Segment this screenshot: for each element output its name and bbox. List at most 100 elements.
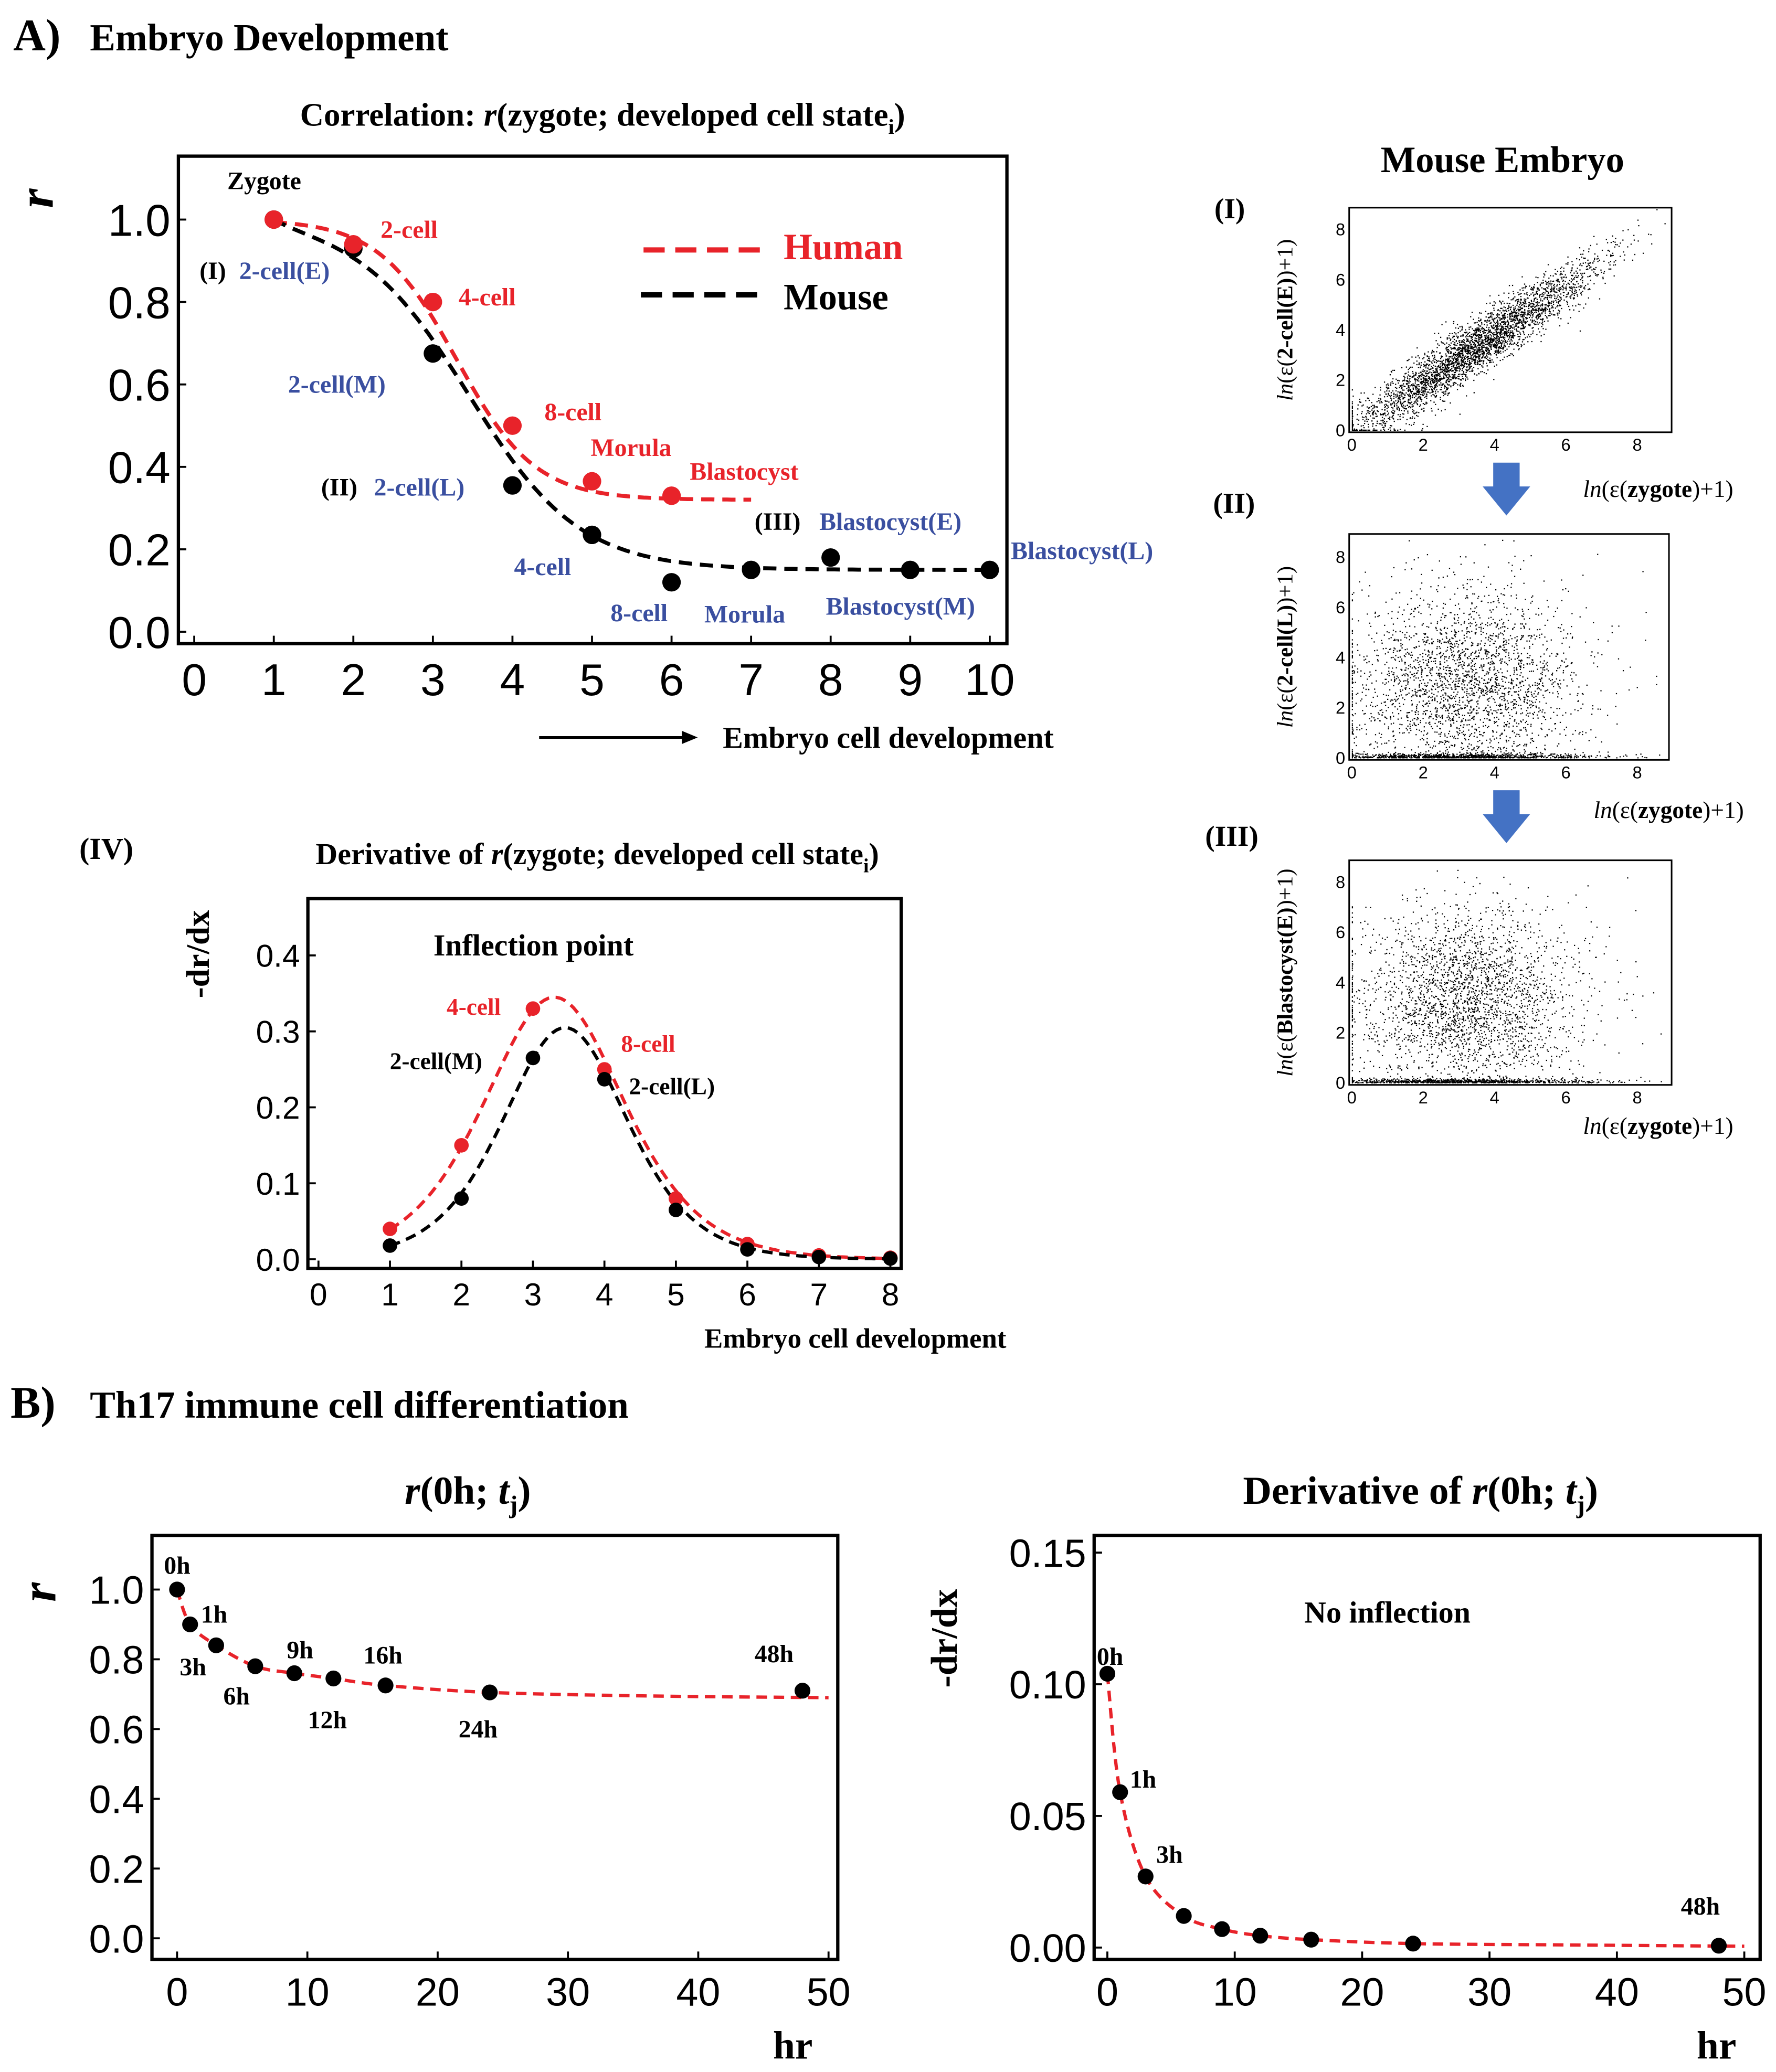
title-part: Derivative of [1243, 1469, 1472, 1513]
ylabel-part: (ε( [1273, 359, 1297, 383]
x-tick-label: 2 [1419, 763, 1428, 782]
th17-data-point [1099, 1665, 1116, 1682]
th17-correlation-title: r(0h; tj) [405, 1469, 531, 1519]
y-tick-label: 0.6 [89, 1708, 144, 1752]
stage-label: 1h [201, 1600, 228, 1628]
scatter-panel: (III)0 2 4 6 802468ln(ε(zygote)+1)ln(ε(Blast… [1205, 820, 1733, 1139]
human-data-point [669, 1191, 683, 1206]
title-part: ) [869, 837, 879, 871]
mouse-data-point [383, 1238, 397, 1253]
title-part: (zygote; developed cell state [496, 97, 888, 133]
y-tick-label: 0.1 [256, 1166, 300, 1202]
y-tick-label: 0.0 [256, 1242, 300, 1278]
stage-label: Blastocyst(E) [819, 508, 961, 536]
scatter-ylabel: ln(ε(2-cell(E))+1) [1273, 239, 1297, 401]
panel-a-label: A) [13, 10, 60, 60]
human-data-point [383, 1221, 397, 1236]
derivative-title: Derivative of r(zygote; developed cell s… [315, 837, 879, 877]
ylabel-part: 2-cell(E) [1273, 278, 1297, 359]
title-part: r [484, 97, 497, 133]
xlabel-part: ln [1594, 797, 1612, 823]
y-tick-label: 0.8 [89, 1639, 144, 1683]
stage-label: Zygote [227, 167, 301, 195]
title-part: r [405, 1469, 420, 1513]
legend-human-label: Human [784, 227, 903, 268]
th17-derivative-chart: 0 10 20 30 40 50 0.00 0.05 0.10 0.15 0h 1h 3h 48h [1009, 1532, 1767, 2014]
development-arrow-head-icon [682, 730, 698, 745]
y-tick-label: 1.0 [89, 1569, 144, 1613]
human-data-point [662, 486, 681, 505]
x-tick-label: 20 [416, 1971, 460, 2015]
mouse-data-point [980, 560, 999, 579]
th17-data-point [1405, 1936, 1421, 1952]
correlation-title: Correlation: r(zygote; developed cell st… [300, 97, 905, 139]
x-tick-label: 0 [1347, 763, 1357, 782]
x-tick-label: 10 [286, 1971, 330, 2015]
stage-roman-label: (I) [199, 257, 226, 285]
x-tick-label: 4 [1490, 1088, 1499, 1107]
stage-label: 4-cell [459, 283, 516, 311]
th17-data-point [247, 1658, 263, 1674]
stage-label: 12h [308, 1706, 347, 1734]
th17-data-point [208, 1637, 224, 1653]
stage-label: Blastocyst(M) [826, 592, 975, 620]
mouse-fit-curve [272, 217, 990, 572]
stage-label: 2-cell [380, 216, 438, 244]
th17-data-point [325, 1670, 342, 1687]
y-tick-label: 0.8 [108, 278, 171, 328]
x-tick-label: 0 [310, 1277, 327, 1312]
scatter-xlabel: ln(ε(zygote)+1) [1583, 1113, 1733, 1139]
y-tick-label: 6 [1336, 922, 1345, 942]
x-tick-label: 4 [596, 1277, 614, 1312]
scatter-frame [1348, 207, 1673, 433]
human-data-point [424, 292, 442, 312]
scatter-points [1351, 209, 1666, 431]
y-tick-label: 1.0 [108, 196, 171, 246]
x-tick-label: 7 [810, 1277, 828, 1312]
x-tick-label: 5 [579, 655, 605, 705]
stage-label: Morula [590, 434, 671, 462]
y-tick-label: 2 [1336, 698, 1345, 717]
human-data-point [344, 235, 363, 254]
human-data-point [265, 210, 283, 229]
ylabel-part: ln [1273, 1059, 1297, 1077]
stage-label: 24h [459, 1715, 498, 1743]
y-tick-label: 6 [1336, 598, 1345, 617]
stage-roman-label: (II) [321, 474, 357, 502]
th17-data-point [1303, 1931, 1319, 1948]
stage-label: Morula [704, 600, 785, 628]
y-tick-label: 0.6 [108, 361, 171, 411]
legend-mouse-label: Mouse [784, 277, 889, 318]
th17-derivative-xlabel: hr [1697, 2024, 1737, 2067]
xlabel-part: (ε( [1602, 476, 1627, 502]
panel-a-title: Embryo Development [90, 16, 448, 59]
x-tick-label: 0 [1347, 1088, 1357, 1107]
correlation-xlabel: Embryo cell development [723, 721, 1054, 755]
y-tick-label: 0.4 [256, 938, 300, 974]
th17-data-point [182, 1616, 198, 1633]
stage-label: 9h [287, 1636, 313, 1664]
stage-label: 6h [224, 1683, 250, 1710]
mouse-data-point [742, 560, 760, 579]
y-tick-label: 0.05 [1009, 1795, 1086, 1839]
x-tick-label: 5 [667, 1277, 685, 1312]
scatter-frame [1348, 859, 1673, 1086]
down-arrow-icon [1483, 462, 1530, 516]
title-part: Derivative of [315, 837, 491, 871]
title-part: r [491, 837, 503, 871]
x-tick-label: 0 [1347, 435, 1357, 454]
x-tick-label: 8 [1633, 435, 1642, 454]
x-tick-label: 30 [546, 1971, 590, 2015]
x-tick-label: 2 [341, 655, 366, 705]
stage-label: 3h [179, 1653, 206, 1681]
x-tick-label: 40 [1595, 1971, 1639, 2015]
y-tick-label: 0.0 [108, 608, 171, 658]
th17-data-point [1176, 1908, 1192, 1924]
y-tick-label: 0.3 [256, 1014, 300, 1049]
panel-b-label: B) [10, 1378, 56, 1428]
title-part: (zygote; developed cell state [503, 837, 863, 871]
mouse-data-point [597, 1072, 612, 1087]
stage-label: 2-cell(M) [390, 1048, 482, 1074]
y-tick-label: 0.10 [1009, 1663, 1086, 1707]
mouse-data-point [901, 560, 919, 579]
